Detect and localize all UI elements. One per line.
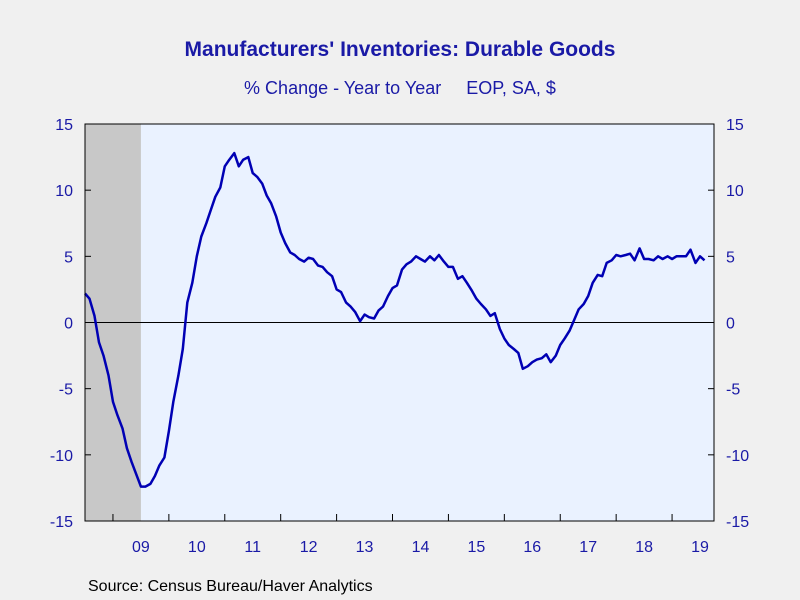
x-tick-label: 13 [356,539,374,556]
x-tick-label: 16 [523,539,541,556]
y-tick-label-left: -5 [59,382,73,399]
y-tick-label-right: -5 [726,382,740,399]
tick-labels: 15 15 10 10 5 5 0 0 -5 -5 -10 -10 -15 -15 09 10 11 12 13 14… [50,117,749,556]
y-tick-label-left: 15 [55,117,73,134]
x-tick-label: 12 [300,539,318,556]
y-tick-label-right: 5 [726,249,735,266]
y-tick-label-right: 15 [726,117,744,134]
x-tick-label: 10 [188,539,206,556]
y-tick-label-left: 10 [55,183,73,200]
x-tick-label: 19 [691,539,709,556]
y-tick-label-right: 0 [726,316,735,333]
y-tick-label-left: -10 [50,448,73,465]
chart-subtitle: % Change - Year to Year EOP, SA, $ [244,78,556,98]
x-tick-label: 14 [412,539,430,556]
y-tick-label-right: -15 [726,514,749,531]
series-line [84,151,706,488]
y-tick-label-right: -10 [726,448,749,465]
y-tick-label-left: 5 [64,249,73,266]
x-tick-label: 18 [635,539,653,556]
plot-frame [84,123,715,522]
x-tick-label: 09 [132,539,150,556]
chart-title: Manufacturers' Inventories: Durable Good… [184,38,616,61]
chart-source: Source: Census Bureau/Haver Analytics [88,578,373,595]
x-tick-label: 17 [579,539,597,556]
y-tick-label-left: -15 [50,514,73,531]
y-tick-label-right: 10 [726,183,744,200]
x-tick-label: 11 [244,539,261,556]
x-tick-label: 15 [467,539,485,556]
y-tick-label-left: 0 [64,316,73,333]
